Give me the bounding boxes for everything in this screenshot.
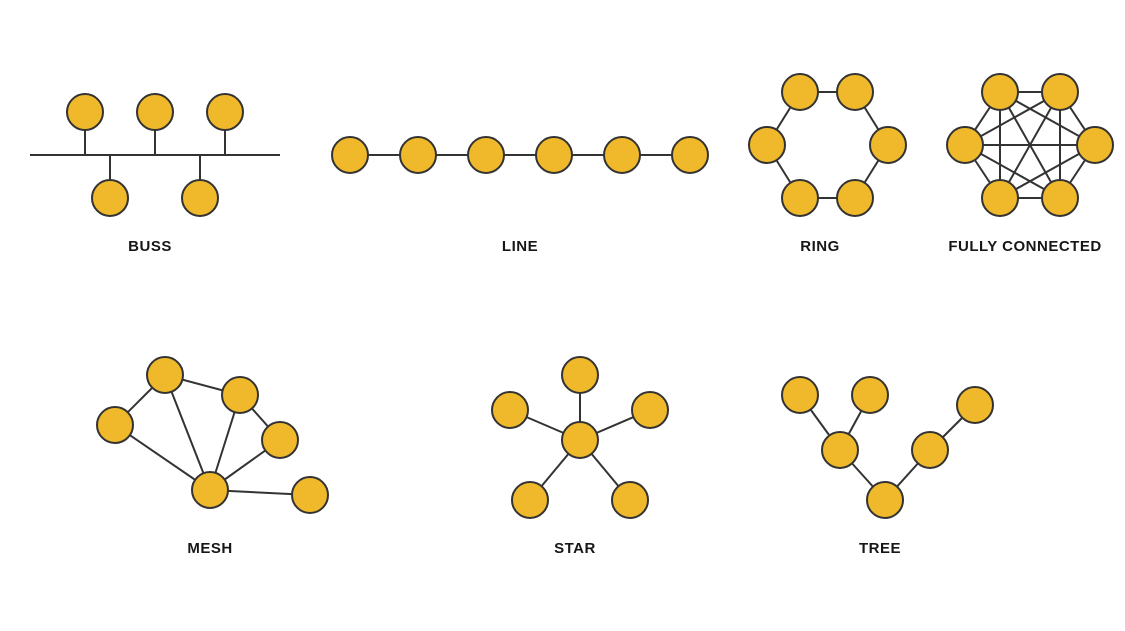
node-l5 — [604, 137, 640, 173]
node-s1 — [562, 357, 598, 393]
topology-buss — [30, 80, 280, 220]
node-b3 — [207, 94, 243, 130]
node-t_ll — [782, 377, 818, 413]
label-star: STAR — [554, 540, 596, 557]
topology-mesh — [80, 350, 340, 530]
node-r1 — [782, 74, 818, 110]
node-r6 — [749, 127, 785, 163]
node-f6 — [947, 127, 983, 163]
label-mesh: MESH — [187, 540, 232, 557]
node-t_root — [867, 482, 903, 518]
node-m5 — [192, 472, 228, 508]
topology-ring — [740, 70, 910, 230]
node-t_lr — [852, 377, 888, 413]
node-f4 — [1042, 180, 1078, 216]
node-s4 — [512, 482, 548, 518]
node-s3 — [612, 482, 648, 518]
node-m1 — [147, 357, 183, 393]
node-m2 — [222, 377, 258, 413]
node-t_r1 — [912, 432, 948, 468]
node-m4 — [97, 407, 133, 443]
label-fully: FULLY CONNECTED — [948, 238, 1101, 255]
node-s2 — [632, 392, 668, 428]
node-l3 — [468, 137, 504, 173]
node-l2 — [400, 137, 436, 173]
topology-line — [320, 80, 720, 220]
node-f2 — [1042, 74, 1078, 110]
topologies-canvas: BUSS LINE RING FULLY CONNECTED MESH STAR TREE — [0, 0, 1125, 631]
topology-fully — [940, 70, 1120, 230]
node-f5 — [982, 180, 1018, 216]
node-f3 — [1077, 127, 1113, 163]
node-t_rr — [957, 387, 993, 423]
node-r4 — [837, 180, 873, 216]
node-b2 — [137, 94, 173, 130]
label-ring: RING — [800, 238, 840, 255]
node-r2 — [837, 74, 873, 110]
node-s0 — [562, 422, 598, 458]
node-m6 — [292, 477, 328, 513]
topology-tree — [770, 350, 1000, 530]
node-l4 — [536, 137, 572, 173]
node-f1 — [982, 74, 1018, 110]
node-l1 — [332, 137, 368, 173]
node-b5 — [182, 180, 218, 216]
node-r3 — [870, 127, 906, 163]
node-b4 — [92, 180, 128, 216]
node-r5 — [782, 180, 818, 216]
node-s5 — [492, 392, 528, 428]
node-m3 — [262, 422, 298, 458]
node-b1 — [67, 94, 103, 130]
node-l6 — [672, 137, 708, 173]
label-line: LINE — [502, 238, 538, 255]
topology-star — [480, 350, 680, 530]
node-t_l1 — [822, 432, 858, 468]
label-tree: TREE — [859, 540, 901, 557]
label-buss: BUSS — [128, 238, 172, 255]
